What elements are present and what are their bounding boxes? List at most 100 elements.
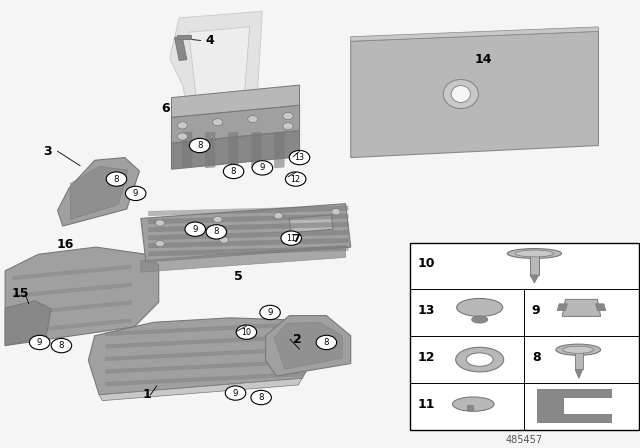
Polygon shape [189, 27, 250, 116]
Bar [410, 243, 639, 430]
Polygon shape [148, 214, 348, 224]
Polygon shape [99, 378, 302, 401]
Polygon shape [205, 132, 215, 168]
Text: 8: 8 [197, 141, 202, 150]
Circle shape [283, 123, 293, 130]
Text: 8: 8 [59, 341, 64, 350]
Polygon shape [106, 335, 304, 348]
Circle shape [223, 164, 244, 179]
Circle shape [206, 225, 227, 239]
Polygon shape [5, 301, 51, 345]
Polygon shape [537, 389, 611, 422]
Text: 9: 9 [193, 225, 198, 234]
Circle shape [283, 112, 293, 120]
Text: 5: 5 [234, 270, 243, 283]
Polygon shape [13, 301, 131, 315]
Circle shape [260, 305, 280, 319]
Circle shape [213, 216, 222, 223]
Circle shape [51, 338, 72, 353]
Ellipse shape [443, 79, 479, 108]
Polygon shape [172, 85, 300, 117]
Circle shape [185, 222, 205, 237]
Text: 9: 9 [233, 388, 238, 397]
Circle shape [156, 220, 164, 226]
Ellipse shape [563, 346, 594, 353]
Circle shape [177, 122, 188, 129]
Polygon shape [575, 370, 583, 379]
Polygon shape [595, 304, 605, 310]
Text: 1: 1 [142, 388, 151, 401]
Circle shape [274, 213, 283, 219]
Ellipse shape [472, 316, 488, 323]
Text: 14: 14 [475, 52, 492, 65]
Circle shape [106, 172, 127, 186]
Bar [467, 405, 474, 410]
Polygon shape [148, 206, 348, 216]
Circle shape [156, 241, 164, 247]
Circle shape [252, 161, 273, 175]
Polygon shape [106, 347, 304, 361]
Polygon shape [148, 222, 348, 232]
Polygon shape [274, 322, 342, 369]
Polygon shape [228, 132, 238, 168]
Ellipse shape [456, 347, 504, 372]
Text: 485457: 485457 [506, 435, 543, 445]
Ellipse shape [467, 353, 493, 366]
Circle shape [285, 172, 306, 186]
Polygon shape [141, 204, 351, 262]
Polygon shape [106, 372, 304, 386]
Text: 12: 12 [291, 175, 301, 184]
Text: 8: 8 [532, 351, 540, 364]
Ellipse shape [515, 250, 554, 257]
Polygon shape [557, 304, 568, 310]
Text: 8: 8 [114, 175, 119, 184]
Polygon shape [351, 27, 598, 41]
Bar [530, 253, 539, 275]
Circle shape [281, 231, 301, 246]
Text: 12: 12 [417, 351, 435, 364]
Bar [177, 35, 191, 39]
Polygon shape [252, 132, 261, 168]
Polygon shape [148, 238, 348, 248]
Circle shape [289, 151, 310, 165]
Polygon shape [170, 11, 262, 125]
Polygon shape [172, 131, 300, 169]
Circle shape [316, 335, 337, 349]
Text: 9: 9 [133, 189, 138, 198]
Ellipse shape [457, 298, 503, 316]
Text: 4: 4 [205, 34, 214, 47]
Polygon shape [141, 246, 346, 272]
Circle shape [225, 386, 246, 400]
Text: 15: 15 [12, 287, 29, 300]
Text: 16: 16 [56, 238, 74, 251]
Circle shape [332, 209, 340, 215]
Polygon shape [530, 275, 539, 283]
Polygon shape [148, 230, 348, 240]
Text: 10: 10 [417, 257, 435, 270]
Text: 3: 3 [44, 145, 52, 158]
Polygon shape [13, 319, 131, 333]
Polygon shape [106, 322, 304, 336]
Circle shape [189, 138, 210, 153]
Circle shape [125, 186, 146, 201]
Ellipse shape [556, 344, 600, 355]
Text: 9: 9 [37, 338, 42, 347]
Circle shape [29, 335, 50, 349]
Circle shape [177, 133, 188, 140]
Polygon shape [266, 315, 351, 376]
Ellipse shape [507, 249, 562, 258]
Text: 6: 6 [161, 102, 170, 115]
Polygon shape [13, 283, 131, 297]
Polygon shape [88, 318, 314, 395]
Circle shape [236, 325, 257, 339]
Circle shape [212, 119, 223, 126]
Text: 11: 11 [417, 398, 435, 411]
Text: 13: 13 [417, 304, 435, 317]
Circle shape [220, 237, 228, 243]
Text: 9: 9 [532, 304, 540, 317]
Text: 9: 9 [260, 164, 265, 172]
Polygon shape [182, 132, 192, 168]
Polygon shape [351, 31, 598, 158]
Polygon shape [563, 299, 600, 316]
Text: 8: 8 [259, 393, 264, 402]
